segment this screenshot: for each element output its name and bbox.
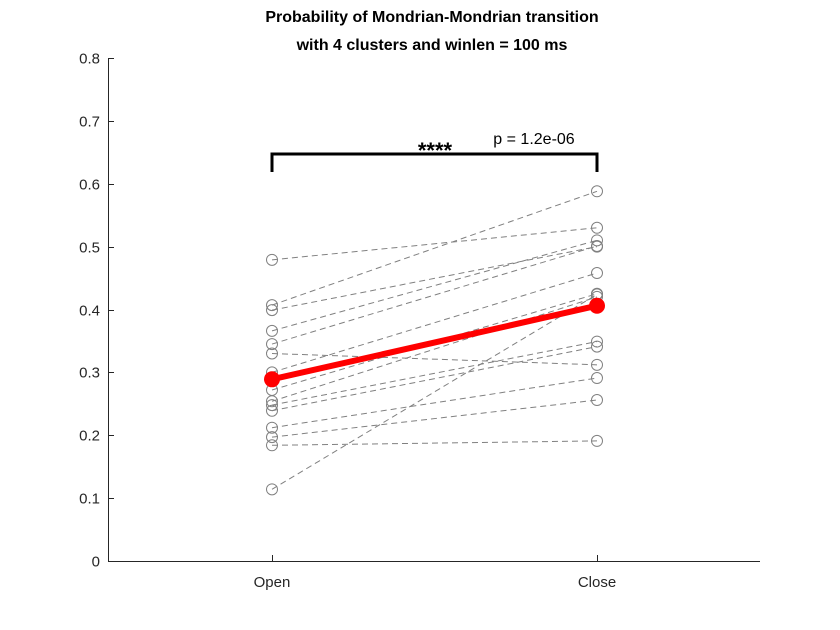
subject-point-open: [266, 253, 278, 266]
x-tick-label: Open: [254, 574, 291, 591]
y-tick-label: 0.1: [79, 491, 100, 508]
subject-line: [271, 272, 598, 373]
mean-line: [269, 302, 600, 383]
subject-point-open: [266, 395, 278, 408]
subject-point-close: [591, 267, 603, 280]
y-tick-label: 0.2: [79, 428, 100, 445]
mean-point-open: [264, 371, 280, 388]
subject-point-close: [591, 358, 603, 371]
significance-group: **** p = 1.2e-06: [270, 131, 599, 172]
axes-group: [108, 58, 760, 562]
subject-line: [271, 440, 598, 446]
subject-point-close: [591, 372, 603, 385]
subject-line: [271, 377, 598, 429]
mean-line-group: [264, 297, 605, 388]
subject-point-open: [266, 404, 278, 417]
subject-line: [271, 246, 598, 311]
subject-point-close: [591, 185, 603, 198]
subject-line: [271, 399, 598, 438]
subject-point-close: [591, 434, 603, 447]
subject-lines-group: [266, 185, 603, 496]
subject-line: [271, 227, 598, 261]
subject-point-open: [266, 483, 278, 496]
subject-line: [271, 296, 598, 402]
subject-line: [271, 353, 598, 366]
significance-stars: ****: [418, 138, 453, 163]
subject-point-close: [591, 234, 603, 247]
y-tick-label: 0: [92, 554, 100, 571]
subject-point-open: [266, 324, 278, 337]
subject-point-open: [266, 338, 278, 351]
y-tick-label: 0.6: [79, 177, 100, 194]
p-value-label: p = 1.2e-06: [493, 131, 575, 148]
subject-point-open: [266, 304, 278, 317]
subject-point-close: [591, 239, 603, 252]
subject-point-open: [266, 439, 278, 452]
y-ticks-group: 0 0.1 0.2 0.3 0.4 0.5 0.6 0.7 0.8: [79, 51, 114, 571]
mean-point-close: [589, 297, 605, 314]
subject-line: [271, 346, 598, 412]
chart-title-line-2: with 4 clusters and winlen = 100 ms: [296, 37, 568, 54]
chart-title-line-1: Probability of Mondrian-Mondrian transit…: [265, 9, 598, 26]
subject-point-close: [591, 340, 603, 353]
subject-point-open: [266, 431, 278, 444]
subject-line: [271, 293, 598, 490]
subject-line: [271, 341, 598, 406]
subject-point-open: [266, 347, 278, 360]
x-ticks-group: Open Close: [254, 555, 616, 591]
y-tick-label: 0.5: [79, 240, 100, 257]
subject-line: [271, 245, 598, 345]
x-tick-label: Close: [578, 574, 616, 591]
y-tick-label: 0.4: [79, 303, 100, 320]
subject-line: [271, 239, 598, 332]
subject-line: [271, 190, 598, 306]
y-tick-label: 0.3: [79, 365, 100, 382]
y-tick-label: 0.7: [79, 114, 100, 131]
subject-point-close: [591, 221, 603, 234]
significance-bracket: [270, 152, 599, 172]
y-tick-label: 0.8: [79, 51, 100, 68]
subject-point-open: [266, 421, 278, 434]
subject-point-close: [591, 394, 603, 407]
subject-point-open: [266, 299, 278, 312]
subject-line: [271, 293, 598, 391]
